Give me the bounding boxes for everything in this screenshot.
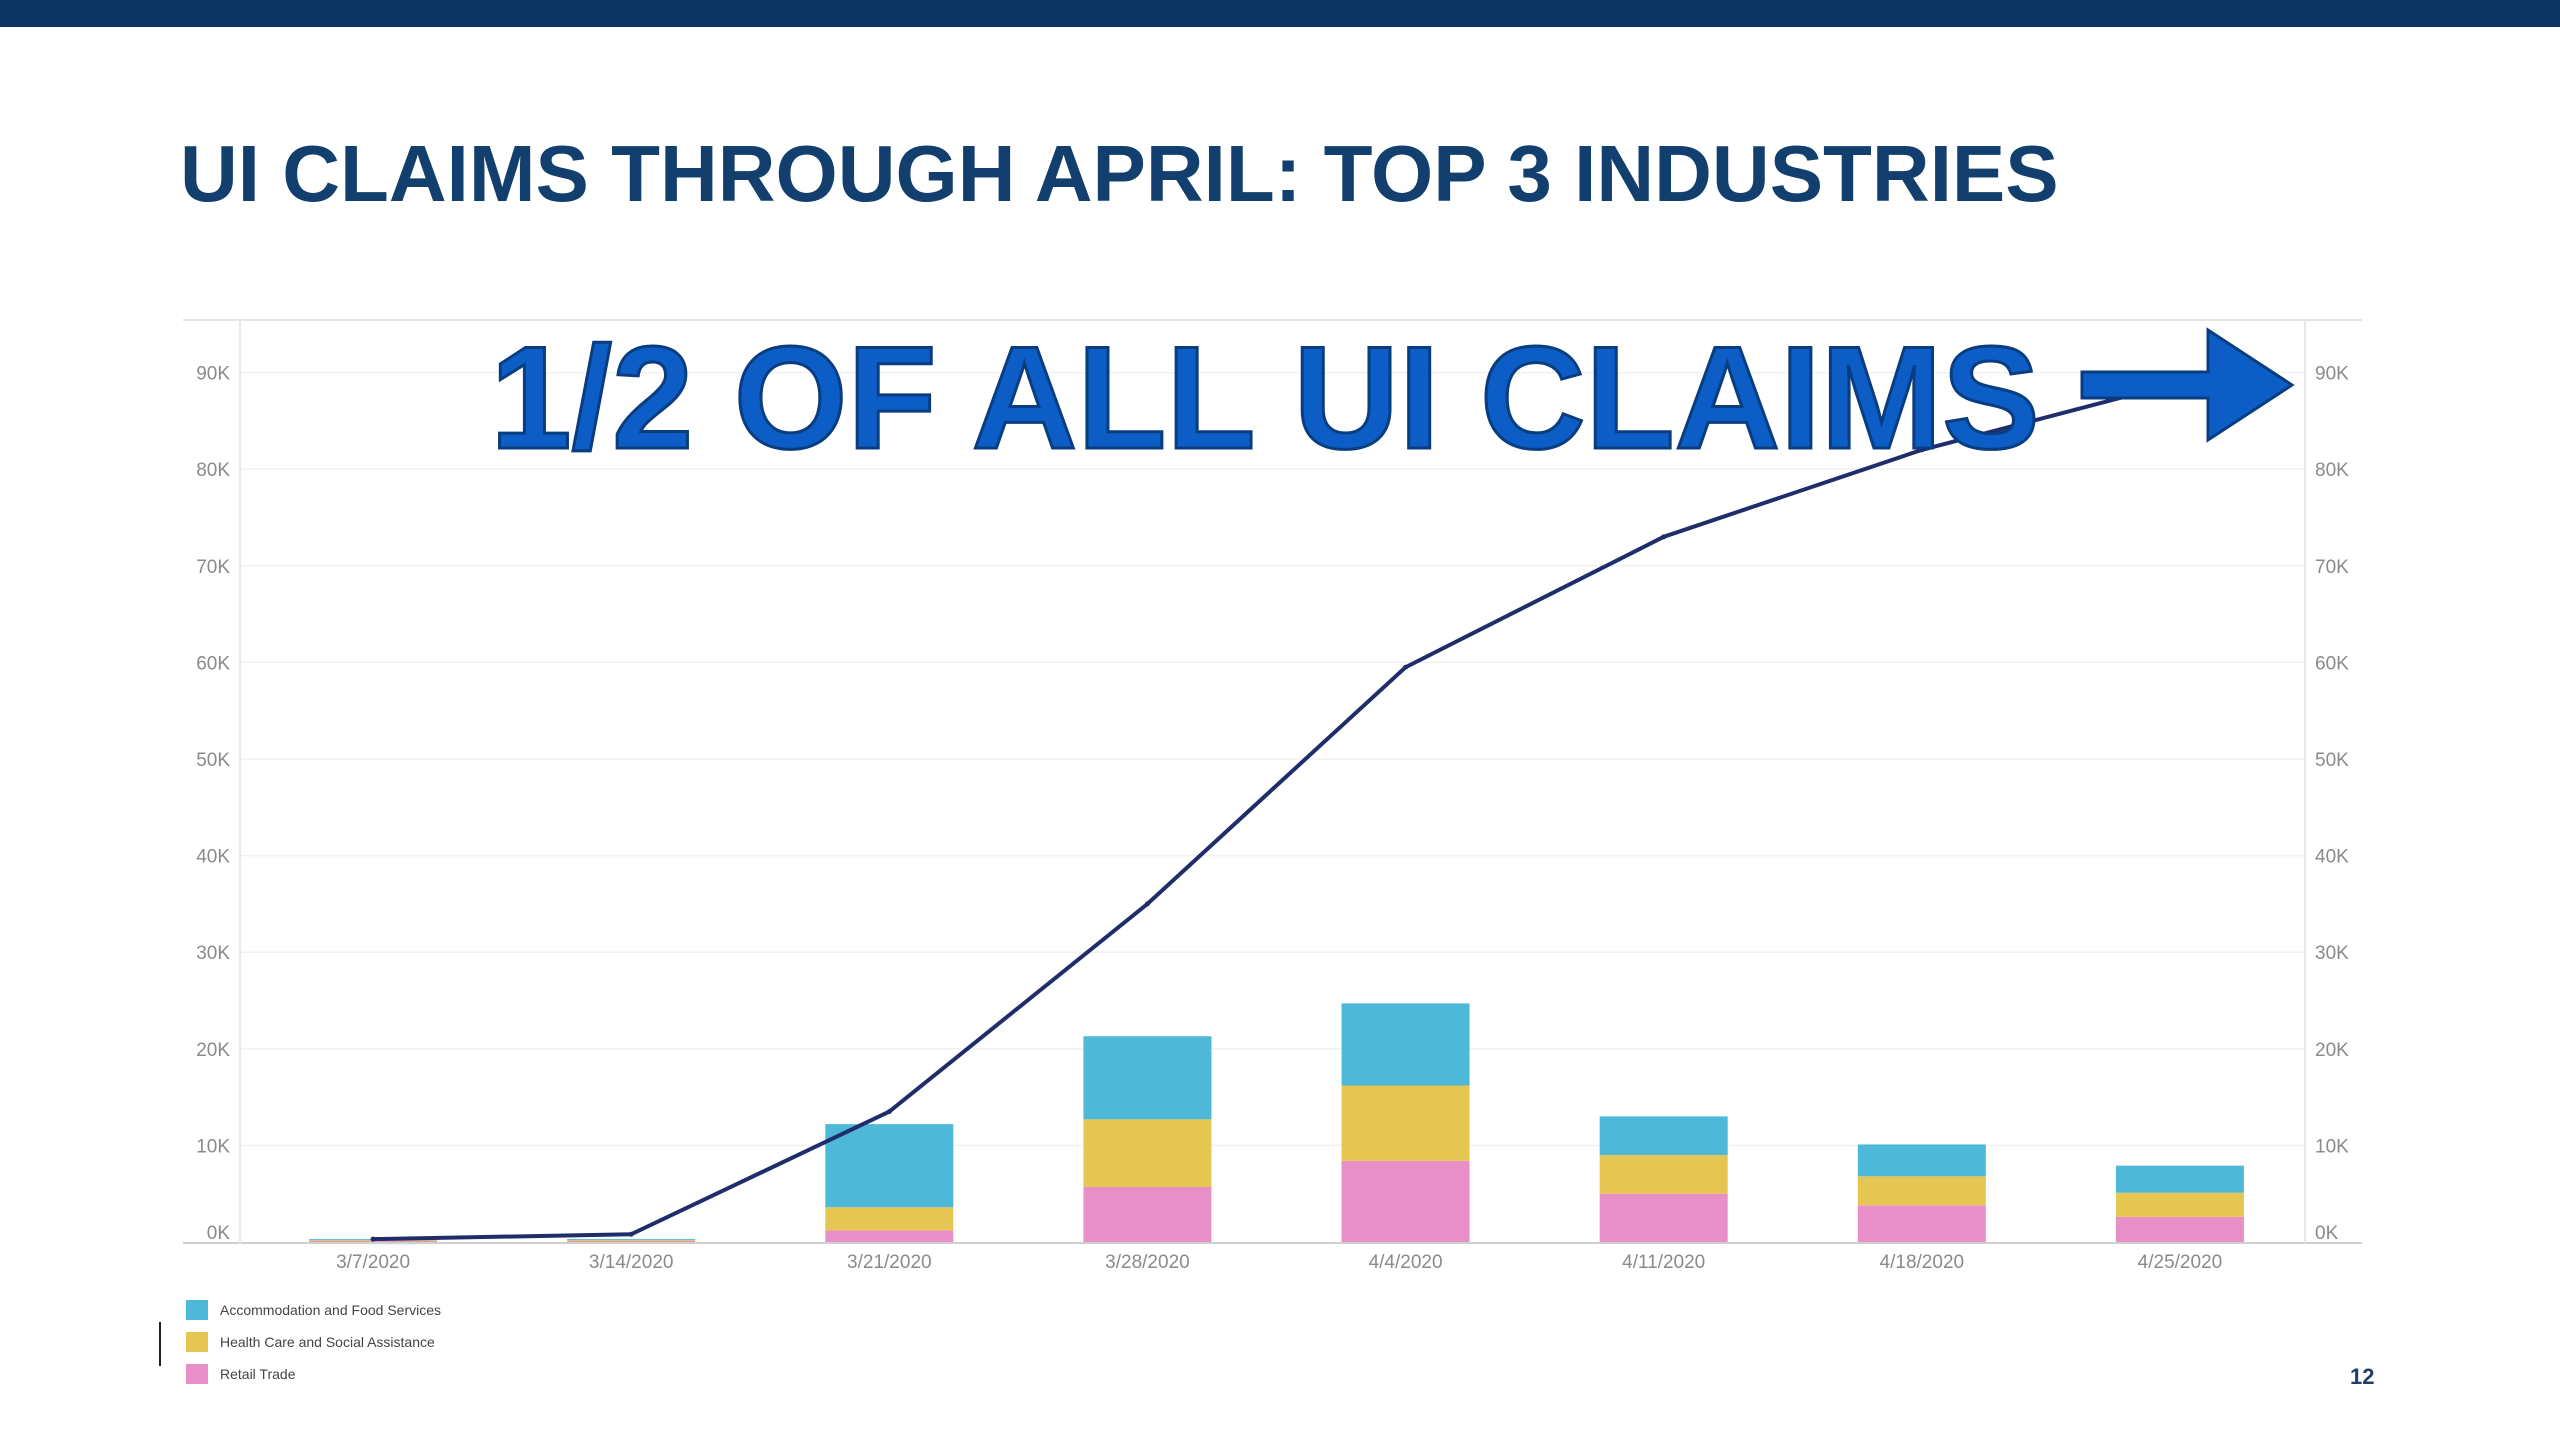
line-point [628, 1231, 634, 1237]
y-tick-label-left: 40K [196, 847, 230, 868]
x-tick-label: 4/25/2020 [2138, 1252, 2223, 1273]
line-point [1144, 901, 1150, 907]
bar-segment [2115, 1216, 2244, 1242]
y-tick-label-left: 10K [196, 1136, 230, 1157]
bar-segment [1599, 1116, 1728, 1156]
y-tick-label-left: 30K [196, 943, 230, 964]
legend-item-accommodation: Accommodation and Food Services [186, 1294, 441, 1326]
y-tick-label-right: 50K [2315, 750, 2349, 771]
y-tick-label-left: 70K [196, 557, 230, 578]
bar-segment [1857, 1205, 1986, 1242]
chart-legend: Accommodation and Food Services Health C… [186, 1294, 441, 1390]
x-tick-label: 4/18/2020 [1880, 1252, 1965, 1273]
line-layer [370, 379, 2183, 1242]
y-tick-label-right: 40K [2315, 847, 2349, 868]
y-tick-label-right: 90K [2315, 364, 2349, 385]
bar-segment [1341, 1003, 1470, 1086]
x-tick-label: 3/21/2020 [847, 1252, 932, 1273]
axes-layer: 0K 0K 10K 10K 20K 20K 30K 30K 40K 40K 50K 50K 60K 60K… [183, 319, 2362, 1273]
bar-segment [1857, 1144, 1986, 1177]
x-tick-label: 3/28/2020 [1105, 1252, 1190, 1273]
bar-segment [2115, 1192, 2244, 1217]
y-tick-label-left: 80K [196, 460, 230, 481]
y-tick-label-left: 50K [196, 750, 230, 771]
legend-label: Retail Trade [220, 1366, 296, 1382]
bar-segment [825, 1207, 954, 1231]
y-tick-label-left: 0K [207, 1223, 231, 1244]
legend-label: Accommodation and Food Services [220, 1302, 441, 1318]
bars-layer [309, 1003, 2244, 1242]
line-point [1919, 447, 1925, 453]
bar-segment [1857, 1176, 1986, 1206]
line-point [886, 1109, 892, 1115]
y-tick-label-left: 90K [196, 364, 230, 385]
cumulative-line [373, 380, 2181, 1242]
bar-segment [1599, 1193, 1728, 1242]
top-banner-bar [0, 0, 2560, 27]
text-cursor-mark [159, 1322, 161, 1366]
legend-swatch-accommodation [186, 1300, 208, 1320]
x-tick-label: 3/7/2020 [336, 1252, 410, 1273]
bar-segment [1599, 1155, 1728, 1194]
y-tick-label-right: 0K [2315, 1223, 2339, 1244]
y-tick-label-left: 20K [196, 1040, 230, 1061]
callout-text: 1/2 OF ALL UI CLAIMS [490, 316, 2039, 479]
line-point [370, 1236, 376, 1242]
line-point [1403, 664, 1409, 670]
bar-segment [1341, 1160, 1470, 1242]
bar-segment [1341, 1085, 1470, 1161]
callout-arrow-icon [2080, 327, 2295, 443]
y-tick-label-right: 60K [2315, 653, 2349, 674]
y-tick-label-right: 10K [2315, 1136, 2349, 1157]
bar-segment [567, 1241, 696, 1242]
y-tick-label-right: 80K [2315, 460, 2349, 481]
callout-layer: 1/2 OF ALL UI CLAIMS [489, 315, 2295, 481]
x-tick-label: 3/14/2020 [589, 1252, 674, 1273]
y-tick-label-right: 70K [2315, 557, 2349, 578]
legend-label: Health Care and Social Assistance [220, 1334, 435, 1350]
y-tick-label-right: 20K [2315, 1040, 2349, 1061]
bar-segment [567, 1239, 696, 1241]
bar-segment [2115, 1165, 2244, 1193]
bar-segment [1083, 1119, 1212, 1187]
grid-layer [240, 371, 2305, 1147]
page-number: 12 [2350, 1364, 2375, 1389]
line-point [1661, 534, 1667, 540]
bar-segment [1083, 1036, 1212, 1120]
y-tick-label-right: 30K [2315, 943, 2349, 964]
bar-segment [567, 1240, 696, 1242]
legend-swatch-retail [186, 1364, 208, 1384]
bar-segment [825, 1230, 954, 1242]
bar-segment [1083, 1186, 1212, 1242]
y-tick-label-left: 60K [196, 653, 230, 674]
legend-item-retail: Retail Trade [186, 1358, 441, 1390]
x-tick-label: 4/4/2020 [1369, 1252, 1443, 1273]
bar-segment [825, 1124, 954, 1208]
legend-item-health: Health Care and Social Assistance [186, 1326, 441, 1358]
x-tick-label: 4/11/2020 [1622, 1252, 1705, 1273]
slide-title: UI CLAIMS THROUGH APRIL: TOP 3 INDUSTRIE… [180, 129, 2059, 218]
legend-swatch-health [186, 1332, 208, 1352]
